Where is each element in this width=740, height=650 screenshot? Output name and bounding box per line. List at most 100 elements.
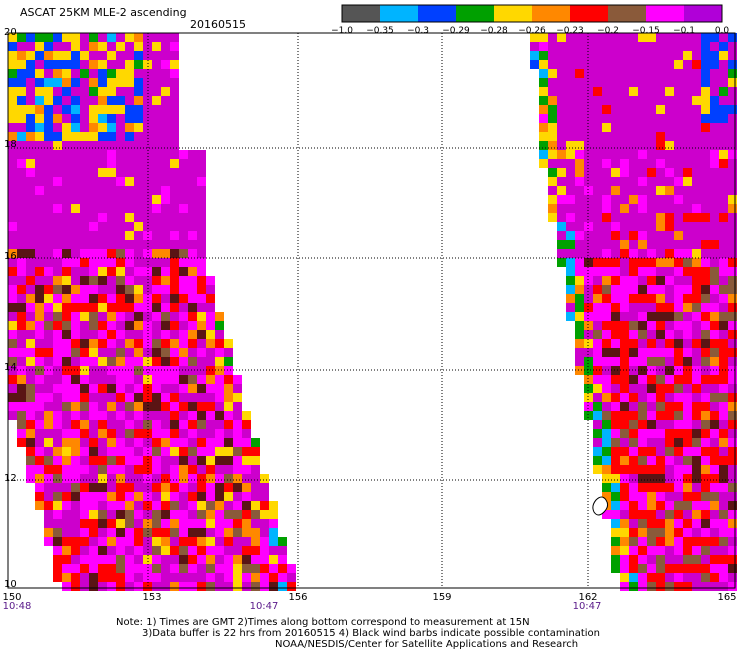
- swath-cell: [197, 276, 206, 285]
- swath-cell: [701, 519, 710, 528]
- swath-cell: [179, 537, 188, 546]
- swath-cell: [584, 186, 593, 195]
- swath-cell: [251, 564, 260, 573]
- swath-cell: [692, 33, 701, 42]
- swath-cell: [593, 213, 602, 222]
- swath-cell: [179, 222, 188, 231]
- swath-cell: [89, 483, 98, 492]
- swath-cell: [566, 285, 575, 294]
- swath-cell: [44, 330, 53, 339]
- swath-cell: [26, 330, 35, 339]
- colorbar: [341, 4, 723, 23]
- swath-cell: [134, 474, 143, 483]
- swath-cell: [17, 267, 26, 276]
- swath-cell: [188, 339, 197, 348]
- swath-cell: [665, 249, 674, 258]
- swath-cell: [143, 465, 152, 474]
- swath-cell: [602, 456, 611, 465]
- swath-cell: [638, 285, 647, 294]
- swath-cell: [89, 375, 98, 384]
- swath-cell: [26, 456, 35, 465]
- swath-cell: [647, 312, 656, 321]
- swath-cell: [674, 132, 683, 141]
- swath-cell: [197, 582, 206, 591]
- swath-cell: [152, 537, 161, 546]
- swath-cell: [683, 474, 692, 483]
- swath-cell: [89, 546, 98, 555]
- swath-cell: [710, 231, 719, 240]
- swath-cell: [116, 285, 125, 294]
- swath-cell: [170, 375, 179, 384]
- swath-cell: [638, 348, 647, 357]
- lon-label-153: 153: [142, 592, 162, 603]
- swath-cell: [728, 249, 737, 258]
- swath-cell: [53, 474, 62, 483]
- swath-cell: [719, 483, 728, 492]
- swath-cell: [701, 267, 710, 276]
- swath-cell: [170, 465, 179, 474]
- swath-cell: [62, 168, 71, 177]
- swath-cell: [143, 411, 152, 420]
- swath-cell: [611, 528, 620, 537]
- swath-cell: [575, 258, 584, 267]
- swath-cell: [584, 393, 593, 402]
- swath-cell: [233, 510, 242, 519]
- swath-cell: [719, 258, 728, 267]
- swath-cell: [71, 96, 80, 105]
- swath-cell: [611, 384, 620, 393]
- swath-cell: [656, 213, 665, 222]
- swath-cell: [611, 555, 620, 564]
- swath-cell: [26, 186, 35, 195]
- swath-cell: [17, 348, 26, 357]
- swath-cell: [170, 303, 179, 312]
- swath-cell: [116, 132, 125, 141]
- swath-cell: [638, 294, 647, 303]
- swath-cell: [719, 285, 728, 294]
- swath-cell: [710, 537, 719, 546]
- swath-cell: [629, 78, 638, 87]
- swath-cell: [629, 564, 638, 573]
- swath-cell: [134, 375, 143, 384]
- swath-cell: [674, 537, 683, 546]
- swath-cell: [161, 33, 170, 42]
- swath-cell: [728, 78, 737, 87]
- swath-cell: [107, 501, 116, 510]
- swath-cell: [647, 294, 656, 303]
- swath-cell: [692, 402, 701, 411]
- swath-cell: [575, 231, 584, 240]
- swath-cell: [107, 186, 116, 195]
- swath-cell: [701, 357, 710, 366]
- swath-cell: [710, 582, 719, 591]
- swath-cell: [143, 393, 152, 402]
- swath-cell: [116, 321, 125, 330]
- swath-cell: [125, 276, 134, 285]
- swath-cell: [188, 528, 197, 537]
- swath-cell: [197, 510, 206, 519]
- swath-cell: [170, 528, 179, 537]
- swath-cell: [611, 348, 620, 357]
- swath-cell: [548, 42, 557, 51]
- swath-cell: [620, 87, 629, 96]
- swath-cell: [620, 186, 629, 195]
- swath-cell: [134, 393, 143, 402]
- swath-cell: [116, 213, 125, 222]
- swath-cell: [215, 330, 224, 339]
- swath-cell: [224, 474, 233, 483]
- swath-cell: [629, 240, 638, 249]
- swath-cell: [125, 339, 134, 348]
- swath-cell: [557, 141, 566, 150]
- swath-cell: [116, 573, 125, 582]
- swath-cell: [728, 483, 737, 492]
- swath-cell: [728, 339, 737, 348]
- swath-cell: [206, 465, 215, 474]
- lat-label-10: 10: [4, 579, 17, 590]
- swath-cell: [197, 456, 206, 465]
- swath-cell: [197, 285, 206, 294]
- swath-cell: [161, 42, 170, 51]
- swath-cell: [89, 438, 98, 447]
- swath-cell: [53, 213, 62, 222]
- swath-cell: [170, 69, 179, 78]
- swath-cell: [629, 348, 638, 357]
- swath-cell: [620, 231, 629, 240]
- swath-cell: [53, 96, 62, 105]
